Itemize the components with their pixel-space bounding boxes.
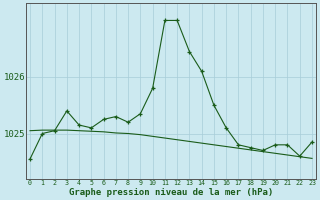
X-axis label: Graphe pression niveau de la mer (hPa): Graphe pression niveau de la mer (hPa) — [69, 188, 273, 197]
